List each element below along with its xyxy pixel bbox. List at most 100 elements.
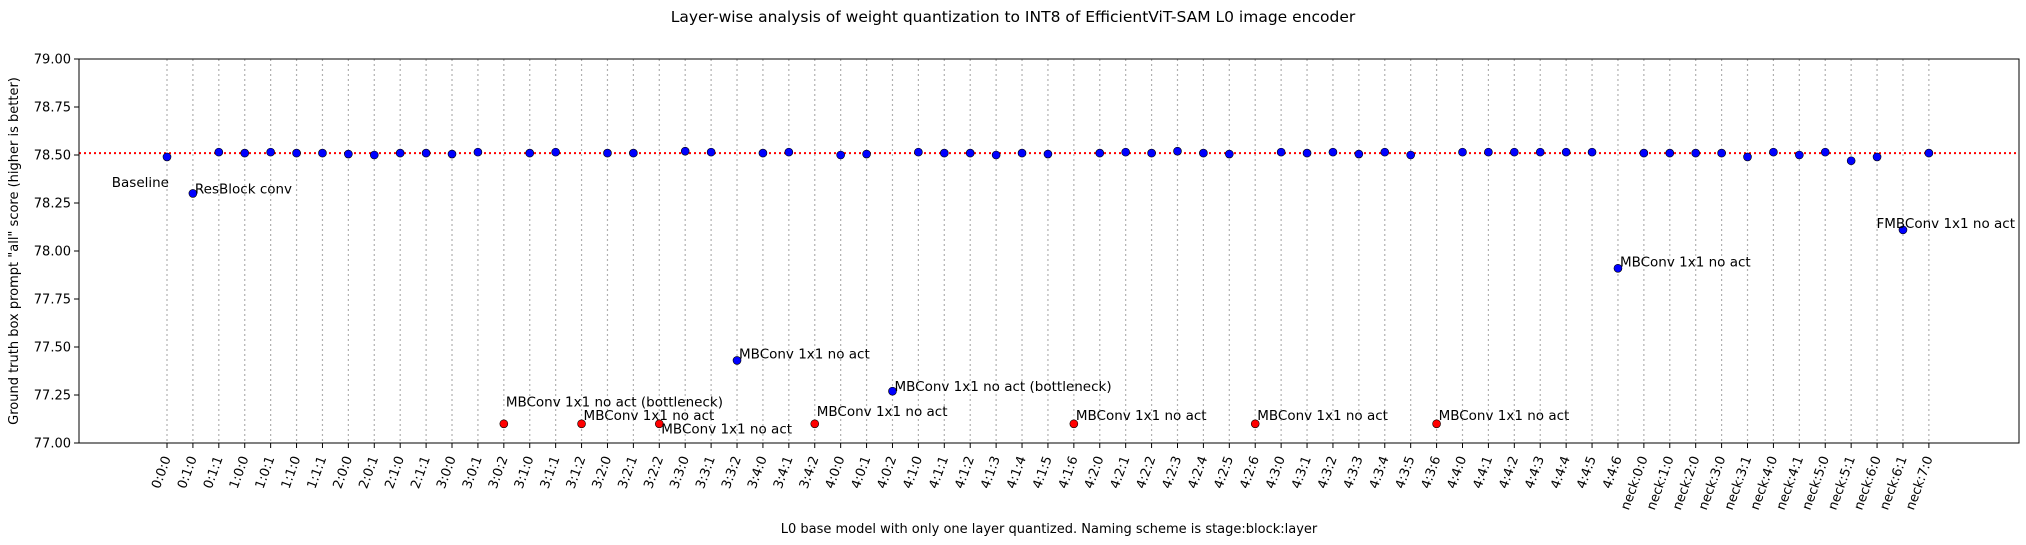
x-tick-label: 4:4:1 — [1471, 454, 1497, 491]
x-tick-label: 3:2:1 — [616, 454, 642, 491]
x-tick-label: 4:1:1 — [926, 454, 952, 491]
x-tick-label: 4:3:0 — [1263, 454, 1289, 491]
data-point — [862, 149, 871, 159]
data-point — [1795, 150, 1804, 160]
x-tick-label: 3:0:2 — [486, 454, 512, 491]
x-tick-label: 4:4:2 — [1496, 454, 1522, 491]
x-tick-label: 4:2:2 — [1134, 454, 1160, 491]
x-tick-label: 3:4:2 — [797, 454, 823, 491]
data-point — [240, 148, 250, 158]
x-tick-label: 3:1:2 — [564, 454, 590, 491]
x-tick-label: 4:3:4 — [1367, 454, 1393, 491]
data-point — [1147, 148, 1156, 158]
y-tick-label: 78.25 — [34, 197, 71, 212]
data-points — [162, 146, 1934, 429]
data-point — [965, 148, 975, 158]
x-tick-label: 3:3:1 — [693, 454, 719, 491]
data-point-outlier — [1250, 419, 1260, 429]
data-point — [1639, 148, 1649, 158]
data-point — [1665, 148, 1675, 158]
data-point — [551, 147, 560, 157]
x-tick-label: 4:1:5 — [1030, 454, 1056, 491]
x-tick-label: 0:1:1 — [201, 454, 227, 491]
x-tick-label: 4:2:6 — [1237, 454, 1263, 491]
x-tick-label: 4:3:6 — [1419, 454, 1445, 491]
data-point — [1095, 148, 1105, 158]
data-point — [1458, 147, 1467, 157]
x-tick-label: 4:1:4 — [1004, 454, 1030, 491]
data-point — [1199, 148, 1208, 158]
y-tick-label: 78.50 — [34, 149, 71, 164]
data-point — [603, 148, 612, 158]
data-point — [1484, 147, 1493, 157]
data-point — [1743, 152, 1752, 162]
data-point — [629, 148, 638, 158]
data-point — [836, 150, 845, 160]
data-point — [914, 147, 923, 157]
data-point — [421, 148, 431, 158]
data-point-outlier — [1069, 419, 1079, 429]
y-tick-label: 78.00 — [34, 245, 71, 260]
x-tick-label: 3:1:1 — [538, 454, 564, 491]
x-tick-label: 4:2:5 — [1211, 454, 1237, 491]
x-tick-label: 4:2:4 — [1186, 454, 1212, 491]
data-point — [706, 147, 716, 157]
x-tick-label: 4:0:2 — [875, 454, 901, 491]
data-point — [991, 150, 1001, 160]
x-tick-label: 4:1:0 — [901, 454, 927, 491]
data-point — [473, 147, 483, 157]
x-tick-label: 2:0:0 — [331, 454, 357, 491]
data-point — [939, 148, 949, 158]
x-tick-label: 1:0:0 — [227, 454, 253, 491]
annotation-label: MBConv 1x1 no act (bottleneck) — [894, 379, 1111, 395]
x-tick-label: 4:0:1 — [849, 454, 875, 491]
annotation-label: MBConv 1x1 no act — [661, 421, 792, 437]
data-point — [1276, 147, 1286, 157]
x-tick-label: 1:1:1 — [305, 454, 331, 491]
annotation-label: MBConv 1x1 no act — [584, 408, 715, 424]
grid-lines — [166, 59, 1930, 443]
x-tick-label: 0:0:0 — [149, 454, 175, 491]
annotation-label: MBConv 1x1 no act (bottleneck) — [506, 395, 723, 411]
y-axis-title: Ground truth box prompt "all" score (hig… — [7, 77, 22, 425]
data-point — [1717, 148, 1726, 158]
x-tick-label: 4:4:4 — [1548, 454, 1574, 491]
annotation-label: MBConv 1x1 no act — [739, 347, 870, 363]
data-point — [318, 148, 327, 158]
data-point — [1769, 147, 1778, 157]
annotation-label: ResBlock conv — [195, 181, 292, 197]
x-tick-label: 4:1:6 — [1056, 454, 1082, 491]
x-tick-label: 3:0:1 — [460, 454, 486, 491]
y-tick-label: 77.25 — [34, 389, 71, 404]
data-point — [1846, 156, 1856, 166]
data-point — [1535, 147, 1545, 157]
data-point — [1898, 225, 1908, 235]
data-point — [758, 148, 768, 158]
data-point — [1302, 148, 1312, 158]
annotation-label: MBConv 1x1 no act — [1257, 408, 1388, 424]
x-axis: 0:0:0 0:1:0 0:1:1 1:0:0 1:0:1 1:1:0 1:1:1 2:0:0… — [149, 443, 1937, 512]
x-tick-label: 3:4:0 — [745, 454, 771, 491]
data-point — [1561, 147, 1571, 157]
data-point-outlier — [577, 419, 586, 429]
data-point — [1587, 147, 1597, 157]
y-tick-label: 78.75 — [34, 101, 71, 116]
y-axis: 77.00 77.25 77.50 77.75 78.00 78.25 78.50 78.75… — [34, 53, 79, 452]
x-tick-label: 2:0:1 — [356, 454, 382, 491]
x-tick-label: 3:3:2 — [719, 454, 745, 491]
data-point — [1354, 149, 1364, 159]
data-point — [732, 356, 742, 365]
data-point-outlier — [654, 419, 664, 429]
x-axis-title: L0 base model with only one layer quanti… — [781, 522, 1318, 537]
x-tick-label: 4:3:1 — [1289, 454, 1315, 491]
annotation-label: MBConv 1x1 no act — [1076, 408, 1207, 424]
data-point — [1613, 263, 1623, 273]
annotation-label: MBConv 1x1 no act — [817, 404, 948, 420]
x-tick-label: 3:2:2 — [641, 454, 667, 491]
x-tick-label: 4:3:2 — [1315, 454, 1341, 491]
x-tick-label: 3:4:1 — [771, 454, 797, 491]
x-tick-label: 4:4:0 — [1445, 454, 1471, 491]
data-point — [1820, 147, 1830, 157]
data-point — [1510, 147, 1519, 157]
